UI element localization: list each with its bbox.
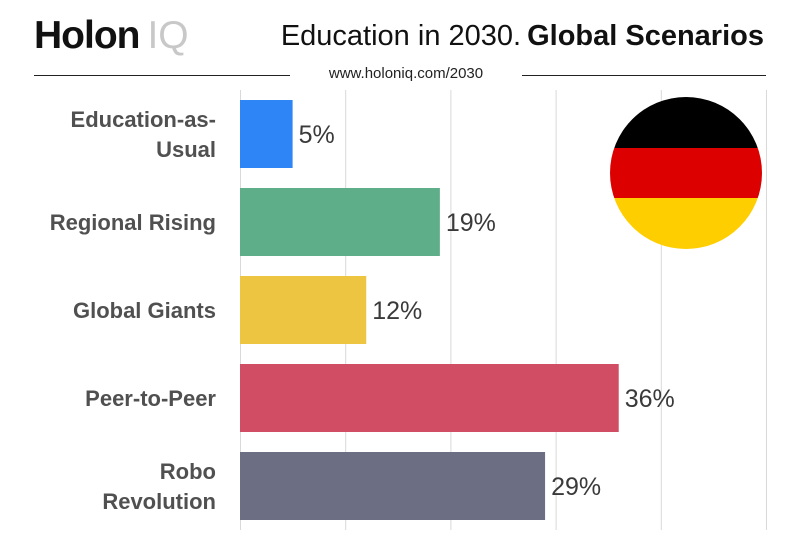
chart-title: Education in 2030. Global Scenarios [281, 22, 764, 51]
header-divider-right [522, 75, 766, 76]
title-bold: Global Scenarios [527, 20, 764, 52]
value-label: 12% [372, 297, 422, 325]
value-label: 19% [446, 209, 496, 237]
flag-stripe-middle [610, 147, 762, 199]
source-url: www.holoniq.com/2030 [328, 65, 484, 82]
category-label: Education-as- [71, 107, 216, 132]
holoniq-logo: Holon IQ [34, 16, 189, 55]
logo-main-text: Holon [34, 14, 140, 57]
bar [240, 364, 619, 432]
category-label: Peer-to-Peer [85, 386, 216, 411]
value-label: 36% [625, 385, 675, 413]
category-label: Regional Rising [50, 210, 216, 235]
category-label: Global Giants [73, 298, 216, 323]
category-label: Revolution [102, 489, 216, 514]
germany-flag-icon [610, 97, 762, 249]
bar [240, 452, 546, 520]
category-label: Robo [160, 459, 216, 484]
logo-iq-text: IQ [147, 14, 189, 57]
category-label: Usual [156, 137, 216, 162]
title-light: Education in 2030. [280, 20, 522, 52]
value-label: 29% [551, 473, 601, 501]
bar [240, 100, 293, 168]
bar [240, 188, 440, 256]
header-divider-left [34, 75, 290, 76]
bar [240, 276, 367, 344]
value-label: 5% [299, 121, 335, 149]
